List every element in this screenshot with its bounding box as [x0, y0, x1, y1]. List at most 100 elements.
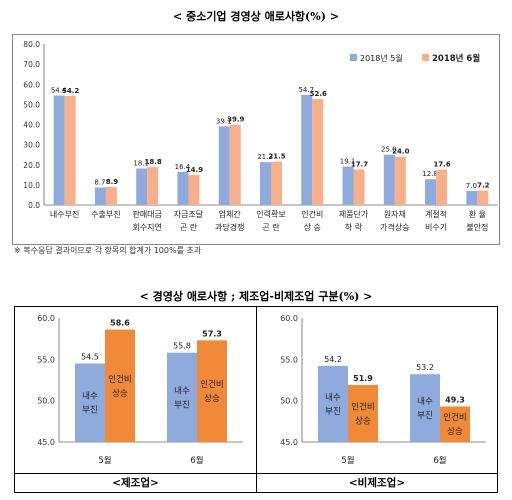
x-tick-label: 내수부진: [50, 209, 79, 219]
bar: [342, 166, 354, 205]
data-label: 17.6: [433, 161, 450, 169]
data-label: 54.4: [51, 87, 67, 95]
panel-label-separator: [14, 473, 498, 474]
data-label: 54.7: [298, 86, 314, 94]
bar: [348, 384, 378, 442]
x-tick-label: 곤 란: [262, 222, 280, 232]
bar: [167, 352, 197, 442]
legend-swatch: [350, 54, 357, 61]
y-tick-label: 55.0: [37, 355, 55, 364]
x-tick-label: 하 락: [345, 222, 363, 232]
top-bar-chart: 0.010.020.030.040.050.060.070.080.054.45…: [12, 34, 500, 245]
bar: [105, 187, 117, 205]
data-label: 18.8: [145, 158, 162, 166]
x-tick-label: 5월: [98, 455, 111, 466]
bar: [94, 187, 106, 205]
data-label: 25.0: [381, 146, 397, 154]
bar: [318, 365, 348, 442]
bar-inside-label: 인건비: [200, 379, 223, 390]
y-tick-label: 50.0: [37, 397, 55, 406]
bar: [260, 162, 271, 205]
x-tick-label: 비수기: [425, 223, 447, 232]
y-tick-label: 45.0: [37, 438, 55, 447]
data-label: 8.9: [106, 178, 119, 186]
bar: [75, 363, 105, 442]
bar: [440, 406, 470, 442]
y-tick-label: 40.0: [23, 121, 40, 130]
data-label: 57.3: [202, 329, 222, 338]
x-tick-label: 인력확보: [256, 209, 285, 219]
data-label: 24.0: [392, 148, 409, 156]
x-tick-label: 상 승: [304, 222, 321, 232]
bar: [394, 156, 406, 205]
data-label: 14.9: [186, 166, 203, 174]
data-label: 53.2: [416, 363, 434, 372]
data-label: 55.8: [173, 342, 191, 351]
bar: [105, 329, 135, 442]
y-tick-label: 80.0: [23, 40, 40, 49]
y-tick-label: 20.0: [23, 161, 40, 170]
bar: [301, 94, 313, 205]
bar: [64, 95, 76, 205]
y-tick-label: 0.0: [28, 201, 40, 210]
legend-label: 2018년 6월: [432, 53, 480, 64]
bar: [177, 171, 189, 205]
data-label: 21.3: [257, 153, 273, 161]
bar-inside-label: 내수: [417, 397, 433, 407]
y-tick-label: 30.0: [23, 141, 40, 150]
bar: [466, 190, 478, 205]
x-tick-label: 환 율: [469, 209, 486, 219]
x-tick-label: 판매대금: [132, 210, 161, 219]
data-label: 54.5: [81, 352, 99, 361]
footnote: ※ 복수응답 결과이므로 각 항목의 합계가 100%를 초과: [14, 246, 202, 255]
x-tick-label: 제품단가: [339, 209, 369, 219]
y-tick-label: 60.0: [23, 80, 40, 89]
x-tick-label: 계절적: [425, 209, 447, 219]
data-label: 52.6: [310, 90, 327, 98]
data-label: 54.2: [62, 87, 79, 95]
x-tick-label: 5월: [341, 455, 354, 466]
bar-inside-label: 내수: [325, 393, 341, 403]
bar: [383, 154, 395, 205]
data-label: 12.8: [422, 170, 438, 178]
x-tick-label: 수출부진: [91, 209, 120, 219]
bar-inside-label: 부진: [325, 406, 341, 417]
bar: [136, 168, 148, 205]
bar: [410, 374, 440, 442]
bar: [229, 124, 241, 205]
bar-inside-label: 상승: [447, 426, 463, 437]
data-label: 58.6: [110, 319, 130, 328]
y-tick-label: 70.0: [23, 60, 40, 69]
x-tick-label: 곤 란: [180, 222, 198, 232]
y-tick-label: 45.0: [280, 438, 298, 447]
bar-inside-label: 내수: [174, 386, 190, 396]
x-tick-label: 회수지연: [132, 223, 161, 232]
data-label: 18.1: [133, 160, 149, 168]
bar: [197, 340, 227, 442]
bar: [218, 126, 230, 205]
bar: [147, 167, 159, 205]
bar: [188, 175, 200, 205]
x-tick-label: 가격상승: [380, 222, 409, 232]
top-chart-title: < 중소기업 경영상 애로사항(%) >: [173, 10, 339, 23]
y-tick-label: 10.0: [23, 181, 40, 190]
x-tick-label: 자금조달: [174, 210, 204, 219]
bar: [312, 99, 324, 205]
bar: [477, 190, 489, 205]
data-label: 7.2: [477, 182, 490, 190]
bar-inside-label: 부진: [417, 410, 433, 421]
bar-inside-label: 부진: [174, 399, 190, 410]
y-tick-label: 60.0: [37, 314, 55, 323]
bar-inside-label: 인건비: [351, 401, 374, 412]
legend-swatch: [422, 54, 429, 61]
data-label: 8.7: [94, 178, 105, 186]
bar-inside-label: 상승: [112, 388, 128, 399]
data-label: 39.9: [227, 116, 244, 124]
bar-inside-label: 상승: [355, 415, 371, 426]
bottom-chart-title: < 경영상 애로사항 ; 제조업-비제조업 구분(%) >: [139, 290, 373, 303]
manufacturing-label: <제조업>: [112, 477, 159, 489]
x-tick-label: 업체간: [219, 209, 242, 219]
x-tick-label: 6월: [433, 455, 446, 466]
non-manufacturing-bar-chart: 45.050.055.060.054.2내수부진51.9인건비상승5월53.2내…: [280, 314, 486, 466]
x-tick-label: 6월: [190, 455, 203, 466]
